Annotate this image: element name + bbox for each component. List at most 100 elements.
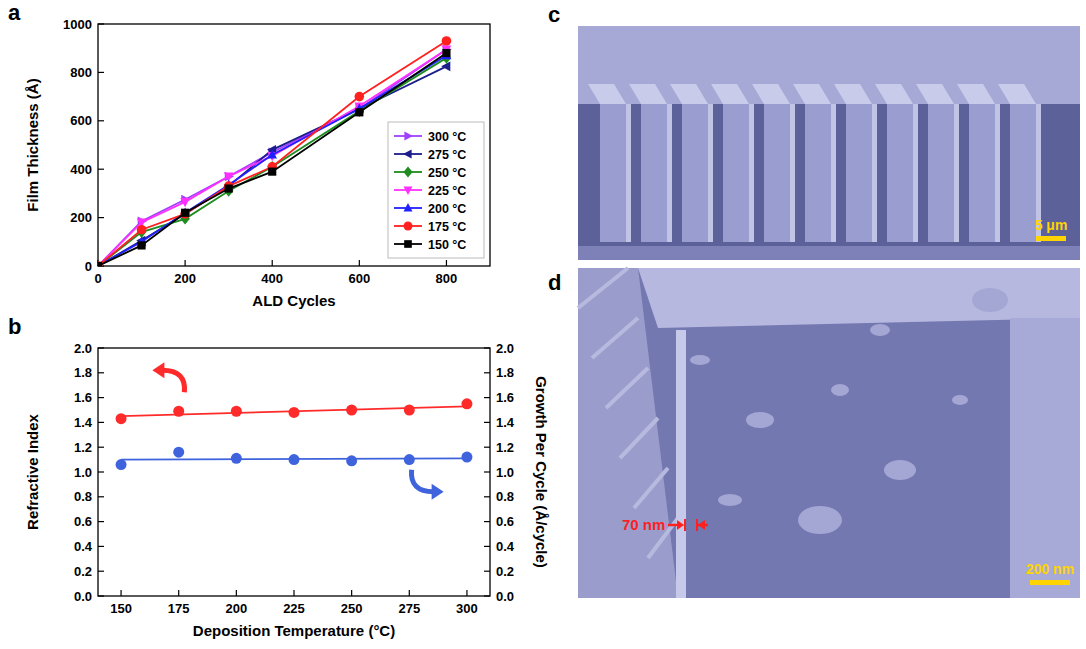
y-tick-label: 0.2 [74,564,92,579]
x-tick [446,260,447,266]
data-point [267,149,277,158]
scale-bar [1036,236,1066,241]
y-tick-label: 1.2 [74,440,92,455]
y2-tick-label: 1.4 [496,415,515,430]
thickness-tick [684,519,686,531]
sem-fin-top [875,84,913,104]
y-tick [98,169,104,170]
x-tick [272,260,273,266]
sem-particle [952,395,968,405]
sem-background [578,268,1080,598]
sem-fin-edge [954,104,959,242]
panel-b: b1501752002252502753000.00.20.40.60.81.0… [8,314,550,639]
data-point [442,36,452,46]
y2-tick [484,571,490,572]
sem-fin-edge [667,104,672,242]
y2-tick [484,422,490,423]
y-tick-label: 1.8 [74,365,92,380]
sem-fin [682,104,708,242]
sem-particle [718,494,742,506]
y-tick-label: 800 [70,65,92,80]
legend-marker [404,186,413,195]
y2-tick-label: 0.6 [496,514,514,529]
y-tick [98,595,104,596]
data-point [180,207,190,216]
legend-label: 175 °C [428,220,466,234]
data-point [180,209,189,219]
sem-fin-edge [995,104,1000,242]
axis-arrow-head [432,484,444,500]
panel-a: a020040060080002004006008001000ALD Cycle… [8,0,490,309]
thickness-tick [696,519,698,531]
legend-box [388,122,484,258]
x-tick [293,590,294,596]
sem-texture [592,318,638,358]
data-point [225,184,233,192]
panel-d: d70 nm200 nm [548,268,1080,598]
sem-fin [641,104,667,242]
legend-label: 275 °C [428,148,466,162]
sem-background [578,26,1080,260]
y2-tick [484,595,490,596]
legend-label: 225 °C [428,184,466,198]
x-tick [351,590,352,596]
data-point [441,62,450,72]
y-tick [98,521,104,522]
x-tick-label: 275 [398,601,420,616]
x-tick [466,590,467,596]
legend-label: 250 °C [428,166,466,180]
sem-fin [928,104,954,242]
y-tick [98,422,104,423]
x-tick-label: 250 [341,601,363,616]
panel-letter: b [8,314,21,339]
data-point [461,452,472,463]
y-tick [98,72,104,73]
x-tick-label: 300 [456,601,478,616]
sem-fin-edge [749,104,754,242]
legend: 300 °C275 °C250 °C225 °C200 °C175 °C150 … [388,122,484,258]
data-point [116,459,127,470]
x-tick [409,590,410,596]
data-point [98,262,102,266]
sem-fin [764,104,790,242]
series-line [121,406,467,416]
y2-tick-label: 0.2 [496,564,514,579]
x-tick [236,590,237,596]
data-point [404,454,415,465]
scale-bar [1030,580,1070,585]
y-tick-label: 0.4 [74,539,93,554]
y2-tick [484,471,490,472]
x-tick-label: 800 [436,271,458,286]
thickness-arrow-head [698,520,705,530]
panel-letter: a [8,0,21,25]
data-point [355,108,363,116]
y-tick [98,496,104,497]
data-point [268,168,276,176]
data-point [224,185,234,197]
sem-fin-edge [872,104,877,242]
y-tick-label: 0.0 [74,589,92,604]
data-point [355,92,365,102]
y-tick [98,546,104,547]
sem-fin [600,104,626,242]
data-point [116,413,127,424]
sem-fin-edge [626,104,631,242]
x-tick-label: 150 [110,601,132,616]
x-tick-label: 400 [261,271,283,286]
thickness-arrow-head [677,520,684,530]
y-tick [98,347,104,348]
sem-texture [578,268,628,308]
y2-tick-label: 1.2 [496,440,514,455]
data-point [225,172,234,182]
sem-particle [690,355,710,365]
plot-frame [98,24,490,266]
legend-label: 300 °C [428,130,466,144]
data-area [116,398,473,470]
y2-tick-label: 1.0 [496,465,514,480]
x-tick-label: 175 [168,601,190,616]
sem-fin-edge [913,104,918,242]
scale-bar-label: 5 μm [1035,217,1068,233]
scale-bar-label: 200 nm [1026,561,1074,577]
y2-tick-label: 0.8 [496,489,514,504]
sem-fin-top [752,84,790,104]
